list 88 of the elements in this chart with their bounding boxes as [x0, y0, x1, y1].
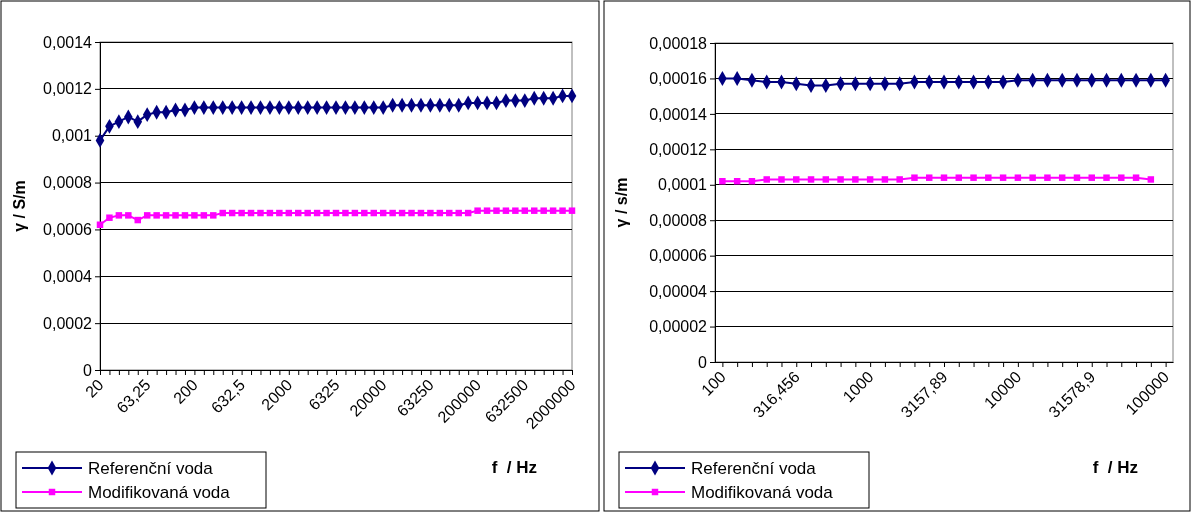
point	[955, 174, 963, 181]
point	[389, 209, 396, 217]
point	[793, 176, 800, 183]
point	[408, 209, 415, 217]
point	[219, 209, 226, 217]
point	[1103, 174, 1110, 181]
point	[837, 176, 844, 183]
point	[521, 207, 529, 214]
x-axis-title: f / Hz	[491, 458, 537, 477]
y-tick-label: 0,00018	[649, 34, 708, 52]
y-tick-label: 0,0012	[43, 80, 93, 98]
x-tick-label: 200	[170, 375, 202, 407]
y-tick-label: 0,00016	[649, 70, 708, 88]
legend-label: Modifikovaná voda	[691, 483, 834, 502]
point	[115, 212, 123, 219]
point	[191, 212, 198, 219]
point	[125, 212, 132, 219]
point	[568, 207, 576, 214]
point	[361, 209, 368, 217]
y-tick-label: 0,00012	[649, 140, 708, 158]
y-tick-label: 0,001	[51, 127, 93, 145]
point	[1147, 176, 1155, 183]
point	[807, 176, 815, 183]
point	[531, 207, 538, 214]
point	[549, 207, 557, 214]
point	[172, 212, 179, 219]
point	[153, 212, 160, 219]
point	[427, 209, 434, 217]
point	[446, 209, 453, 217]
point	[342, 209, 349, 217]
point	[970, 174, 977, 181]
point	[512, 207, 519, 214]
point	[304, 209, 311, 217]
y-tick-label: 0,0006	[43, 221, 93, 239]
y-tick-label: 0,00006	[649, 247, 708, 265]
point	[181, 212, 189, 219]
point	[1058, 174, 1066, 181]
legend-label: Modifikovaná voda	[88, 483, 231, 502]
point	[999, 174, 1007, 181]
point	[719, 177, 726, 185]
x-axis-title: f / Hz	[1092, 458, 1138, 477]
point	[323, 209, 330, 217]
y-tick-label: 0,0002	[43, 314, 93, 332]
y-tick-label: 0,0014	[43, 33, 93, 51]
point	[1132, 174, 1140, 181]
point	[881, 176, 889, 183]
point	[763, 176, 770, 183]
y-tick-label: 0,00004	[649, 282, 708, 300]
point	[896, 176, 903, 183]
y-tick-label: 0,00008	[649, 211, 708, 229]
point	[559, 207, 566, 214]
point	[106, 214, 113, 221]
point	[276, 209, 283, 217]
point	[200, 212, 208, 219]
point	[162, 212, 170, 219]
y-tick-label: 0,0001	[658, 176, 708, 194]
point	[210, 212, 217, 219]
point	[911, 174, 918, 181]
point	[483, 207, 491, 214]
point	[1014, 174, 1022, 181]
y-tick-label: 0,0008	[43, 174, 93, 192]
point	[1088, 174, 1095, 181]
point	[257, 209, 264, 217]
point	[778, 176, 785, 183]
y-tick-label: 0,00014	[649, 105, 708, 123]
legend-label: Referenční voda	[691, 459, 817, 478]
point	[852, 176, 859, 183]
point	[822, 176, 830, 183]
point	[455, 209, 462, 217]
point	[925, 174, 933, 181]
point	[1029, 174, 1036, 181]
point	[493, 207, 500, 214]
point	[866, 176, 874, 183]
point	[985, 174, 992, 181]
point	[1044, 174, 1051, 181]
point	[540, 207, 547, 214]
y-axis-title: γ / S/m	[11, 180, 28, 232]
point	[940, 174, 948, 181]
point	[502, 207, 510, 214]
point	[1073, 174, 1081, 181]
legend-label: Referenční voda	[88, 459, 214, 478]
y-tick-label: 0,00002	[649, 318, 708, 336]
point	[238, 209, 245, 217]
y-tick-label: 0,0004	[43, 267, 93, 285]
y-axis-title: γ / s/m	[613, 177, 630, 228]
point	[143, 212, 151, 219]
point	[1118, 174, 1125, 181]
point	[474, 207, 481, 214]
